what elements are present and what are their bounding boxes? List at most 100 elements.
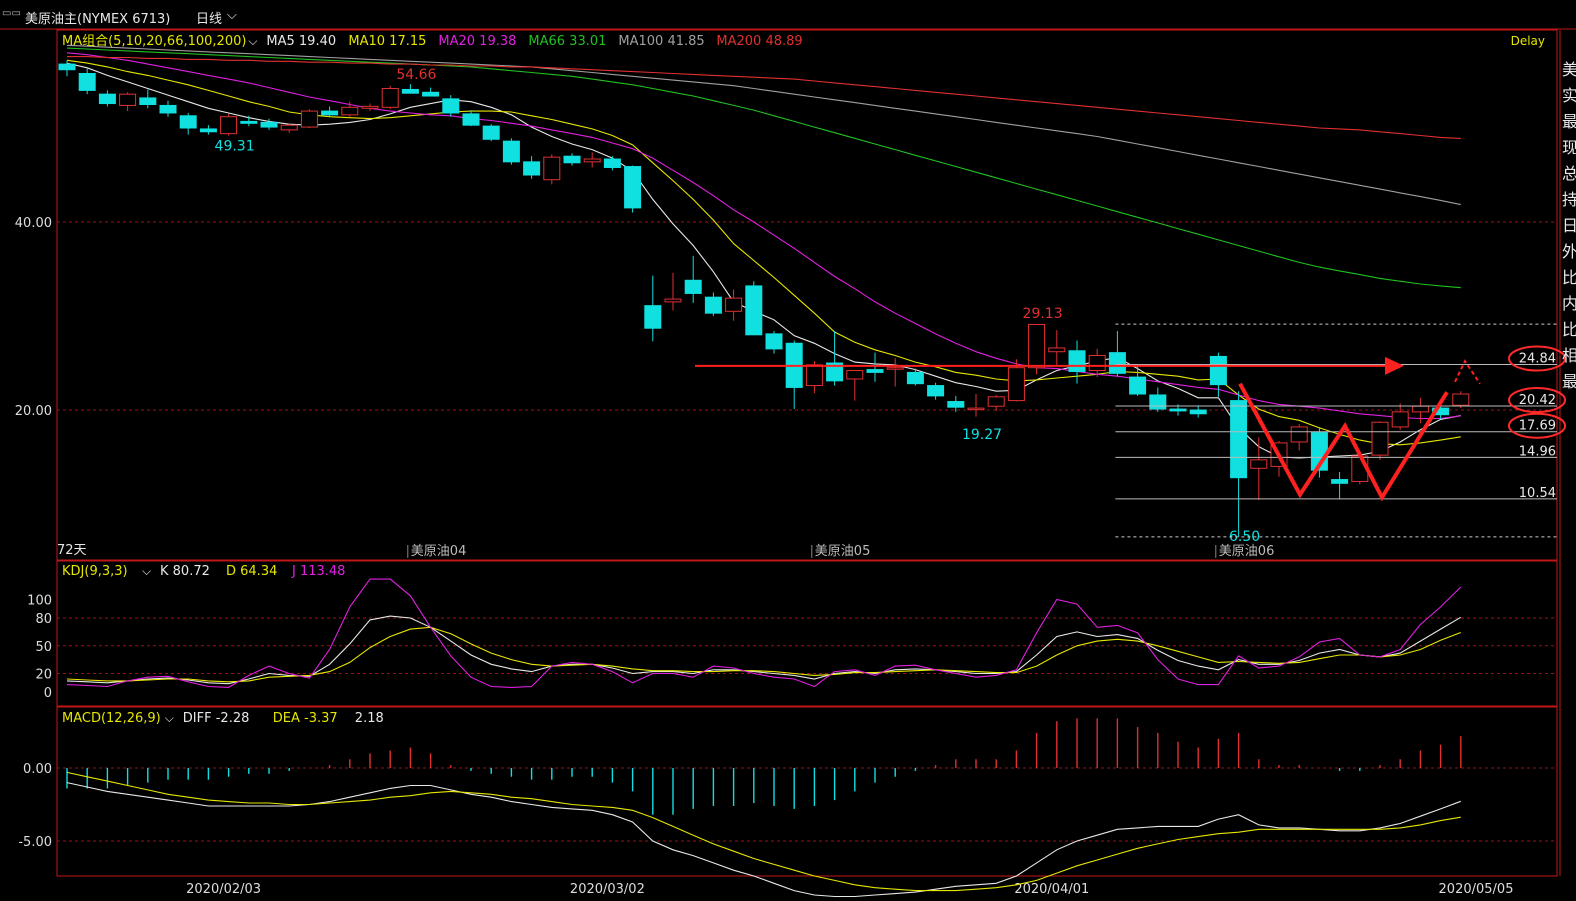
- side-panel-char: 外: [1562, 242, 1576, 261]
- price-tick-label: 40.00: [15, 216, 52, 231]
- macd-legend-item: DIFF -2.28: [183, 711, 250, 726]
- candle[interactable]: [644, 305, 662, 329]
- candle[interactable]: [664, 298, 682, 303]
- macd-legend-item: 2.18: [355, 711, 384, 726]
- candle[interactable]: [927, 385, 945, 397]
- candle[interactable]: [1028, 323, 1046, 369]
- candle[interactable]: [967, 407, 985, 411]
- candle[interactable]: [603, 158, 621, 168]
- ma-legend-chevron-down-icon: ⌵: [248, 34, 257, 48]
- side-panel-blank: [1561, 600, 1576, 870]
- candle[interactable]: [1371, 421, 1389, 456]
- candle[interactable]: [462, 113, 480, 126]
- candle[interactable]: [704, 296, 722, 314]
- candle[interactable]: [866, 369, 884, 373]
- candle[interactable]: [886, 367, 904, 370]
- price-annotation: 19.27: [962, 427, 1002, 443]
- candle[interactable]: [139, 97, 157, 105]
- kdj-legend-chevron-down-icon: ⌵: [142, 564, 151, 578]
- candle[interactable]: [220, 116, 238, 135]
- candle[interactable]: [1189, 409, 1207, 415]
- candle[interactable]: [563, 155, 581, 164]
- candle[interactable]: [947, 401, 965, 408]
- candle[interactable]: [78, 72, 96, 91]
- candle[interactable]: [987, 396, 1005, 407]
- side-panel-char: 比: [1562, 268, 1576, 287]
- side-panel-char: 美: [1562, 60, 1576, 79]
- candle[interactable]: [1048, 347, 1066, 353]
- chevron-down-icon[interactable]: ⌵: [227, 8, 237, 23]
- macd-dea-line: [66, 771, 1461, 892]
- candle[interactable]: [260, 121, 278, 128]
- candle[interactable]: [826, 362, 844, 382]
- candle[interactable]: [1391, 411, 1409, 428]
- period-selector[interactable]: 日线: [196, 12, 223, 27]
- candle[interactable]: [442, 98, 460, 114]
- macd-tick-label: 0.00: [23, 762, 52, 777]
- candle[interactable]: [805, 364, 823, 387]
- candle[interactable]: [624, 166, 642, 209]
- ma-legend-item: MA10 17.15: [348, 34, 426, 49]
- candle[interactable]: [1452, 393, 1470, 406]
- candle[interactable]: [58, 63, 76, 71]
- candle[interactable]: [1088, 354, 1106, 372]
- candle[interactable]: [199, 128, 217, 133]
- candle[interactable]: [1250, 459, 1268, 469]
- candle[interactable]: [906, 371, 924, 385]
- candle[interactable]: [1007, 367, 1025, 402]
- candle[interactable]: [1129, 376, 1147, 395]
- candle[interactable]: [1230, 400, 1248, 479]
- candle[interactable]: [119, 93, 137, 106]
- candle[interactable]: [159, 104, 177, 114]
- candle[interactable]: [1108, 352, 1126, 374]
- candle[interactable]: [684, 279, 702, 294]
- candle[interactable]: [583, 158, 601, 163]
- candle[interactable]: [361, 105, 379, 109]
- candle[interactable]: [725, 297, 743, 312]
- candle[interactable]: [300, 110, 318, 128]
- title-bar: ▭▭ 美原油主(NYMEX 6713) 日线 ⌵: [0, 0, 1576, 30]
- candle[interactable]: [280, 124, 298, 131]
- candle[interactable]: [1432, 407, 1450, 416]
- candle[interactable]: [98, 93, 116, 105]
- candle[interactable]: [240, 120, 258, 124]
- date-tick-label: 2020/02/03: [186, 882, 261, 897]
- ma-line-ma5: [66, 62, 1461, 459]
- ma-legend-item: MA66 33.01: [528, 34, 606, 49]
- candle[interactable]: [1169, 408, 1187, 412]
- price-annotation: 6.50: [1229, 529, 1260, 545]
- candle[interactable]: [321, 110, 339, 116]
- instrument-name[interactable]: 美原油主(NYMEX 6713): [25, 12, 171, 27]
- level-label: 10.54: [1519, 486, 1556, 501]
- candle[interactable]: [179, 115, 197, 129]
- main-panel-frame: [56, 29, 1558, 561]
- candle[interactable]: [381, 88, 399, 108]
- kdj-tick-label: 20: [35, 668, 52, 683]
- candle[interactable]: [543, 156, 561, 181]
- macd-diff-line: [66, 782, 1461, 898]
- candle[interactable]: [1411, 405, 1429, 413]
- side-panel-char: 实: [1562, 86, 1576, 105]
- ma-line-ma200: [67, 56, 1461, 139]
- candle[interactable]: [341, 106, 359, 116]
- grip-icon[interactable]: ▭▭: [2, 8, 21, 19]
- candle[interactable]: [482, 125, 500, 140]
- days-label: 72天: [57, 543, 87, 558]
- candle[interactable]: [422, 91, 440, 97]
- contract-label: 美原油06: [1219, 544, 1275, 559]
- projection-arrow: [1454, 359, 1481, 385]
- candle[interactable]: [765, 333, 783, 350]
- kdj-legend-label: KDJ(9,3,3): [62, 564, 128, 579]
- candle[interactable]: [846, 370, 864, 380]
- candle[interactable]: [1068, 350, 1086, 372]
- candle[interactable]: [1290, 426, 1308, 443]
- candle[interactable]: [1149, 394, 1167, 410]
- candle[interactable]: [1331, 479, 1349, 484]
- candle[interactable]: [745, 285, 763, 336]
- date-tick-label: 2020/05/05: [1439, 882, 1514, 897]
- candle[interactable]: [401, 88, 419, 94]
- candle[interactable]: [523, 161, 541, 176]
- candle[interactable]: [1209, 355, 1227, 386]
- candle[interactable]: [502, 140, 520, 163]
